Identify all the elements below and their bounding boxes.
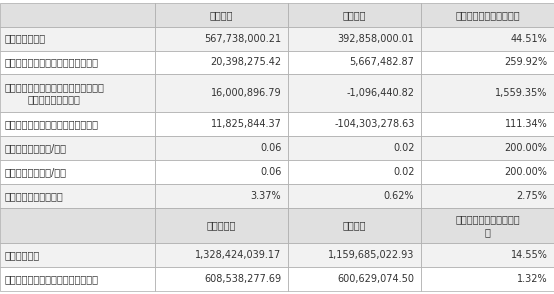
Bar xyxy=(288,27,421,51)
Text: 14.55%: 14.55% xyxy=(510,250,547,260)
Bar xyxy=(288,74,421,113)
Bar xyxy=(288,51,421,74)
Bar xyxy=(421,267,554,291)
Text: 上年度末: 上年度末 xyxy=(343,220,366,230)
Text: 归属于上市公司股东的净资产（元）: 归属于上市公司股东的净资产（元） xyxy=(4,274,99,284)
Text: 44.51%: 44.51% xyxy=(511,34,547,44)
Text: 0.02: 0.02 xyxy=(393,143,414,153)
Text: 归属于上市公司股东的净利润（元）: 归属于上市公司股东的净利润（元） xyxy=(4,57,99,67)
Text: 567,738,000.21: 567,738,000.21 xyxy=(204,34,281,44)
Text: 1,559.35%: 1,559.35% xyxy=(495,88,547,98)
Text: 本报告期末比上年度末增
减: 本报告期末比上年度末增 减 xyxy=(455,214,520,237)
Bar xyxy=(155,184,288,208)
Bar xyxy=(0,136,155,160)
Bar xyxy=(288,267,421,291)
Bar xyxy=(155,74,288,113)
Text: 经营活动产生的现金流量净额（元）: 经营活动产生的现金流量净额（元） xyxy=(4,119,99,129)
Text: 0.06: 0.06 xyxy=(260,167,281,177)
Text: 20,398,275.42: 20,398,275.42 xyxy=(211,57,281,67)
Text: 111.34%: 111.34% xyxy=(505,119,547,129)
Bar xyxy=(421,136,554,160)
Bar xyxy=(421,208,554,243)
Text: 11,825,844.37: 11,825,844.37 xyxy=(211,119,281,129)
Text: 5,667,482.87: 5,667,482.87 xyxy=(350,57,414,67)
Text: 本报告期: 本报告期 xyxy=(210,10,233,20)
Bar xyxy=(421,184,554,208)
Bar xyxy=(155,27,288,51)
Text: -104,303,278.63: -104,303,278.63 xyxy=(334,119,414,129)
Bar xyxy=(0,184,155,208)
Text: 本报告期末: 本报告期末 xyxy=(207,220,237,230)
Text: 259.92%: 259.92% xyxy=(504,57,547,67)
Bar xyxy=(0,3,155,27)
Bar xyxy=(288,113,421,136)
Text: 归属于上市公司股东的扣除非经常性损
益后的净利润（元）: 归属于上市公司股东的扣除非经常性损 益后的净利润（元） xyxy=(4,82,104,105)
Text: 3.37%: 3.37% xyxy=(251,191,281,201)
Text: 0.62%: 0.62% xyxy=(384,191,414,201)
Bar xyxy=(288,160,421,184)
Text: 0.02: 0.02 xyxy=(393,167,414,177)
Bar xyxy=(155,113,288,136)
Bar xyxy=(288,136,421,160)
Bar xyxy=(0,267,155,291)
Bar xyxy=(288,184,421,208)
Bar xyxy=(155,136,288,160)
Bar xyxy=(0,113,155,136)
Text: 200.00%: 200.00% xyxy=(505,143,547,153)
Bar xyxy=(288,243,421,267)
Text: 基本每股收益（元/股）: 基本每股收益（元/股） xyxy=(4,143,66,153)
Bar xyxy=(155,51,288,74)
Bar xyxy=(155,267,288,291)
Bar xyxy=(0,27,155,51)
Bar xyxy=(155,208,288,243)
Bar xyxy=(288,208,421,243)
Text: 本报告期比上年同期增减: 本报告期比上年同期增减 xyxy=(455,10,520,20)
Bar xyxy=(421,243,554,267)
Text: -1,096,440.82: -1,096,440.82 xyxy=(346,88,414,98)
Bar xyxy=(0,160,155,184)
Text: 1.32%: 1.32% xyxy=(517,274,547,284)
Bar xyxy=(0,208,155,243)
Bar xyxy=(155,160,288,184)
Text: 稀释每股收益（元/股）: 稀释每股收益（元/股） xyxy=(4,167,66,177)
Text: 1,159,685,022.93: 1,159,685,022.93 xyxy=(328,250,414,260)
Bar xyxy=(421,27,554,51)
Bar xyxy=(0,51,155,74)
Bar xyxy=(0,74,155,113)
Text: 600,629,074.50: 600,629,074.50 xyxy=(337,274,414,284)
Text: 0.06: 0.06 xyxy=(260,143,281,153)
Bar xyxy=(155,3,288,27)
Text: 加权平均净资产收益率: 加权平均净资产收益率 xyxy=(4,191,63,201)
Text: 608,538,277.69: 608,538,277.69 xyxy=(204,274,281,284)
Text: 上年同期: 上年同期 xyxy=(343,10,366,20)
Text: 总资产（元）: 总资产（元） xyxy=(4,250,40,260)
Bar xyxy=(421,113,554,136)
Bar xyxy=(421,3,554,27)
Bar xyxy=(421,51,554,74)
Bar xyxy=(421,74,554,113)
Bar xyxy=(0,243,155,267)
Bar xyxy=(421,160,554,184)
Text: 营业收入（元）: 营业收入（元） xyxy=(4,34,45,44)
Text: 1,328,424,039.17: 1,328,424,039.17 xyxy=(195,250,281,260)
Text: 392,858,000.01: 392,858,000.01 xyxy=(337,34,414,44)
Text: 16,000,896.79: 16,000,896.79 xyxy=(211,88,281,98)
Text: 2.75%: 2.75% xyxy=(516,191,547,201)
Bar xyxy=(288,3,421,27)
Text: 200.00%: 200.00% xyxy=(505,167,547,177)
Bar xyxy=(155,243,288,267)
